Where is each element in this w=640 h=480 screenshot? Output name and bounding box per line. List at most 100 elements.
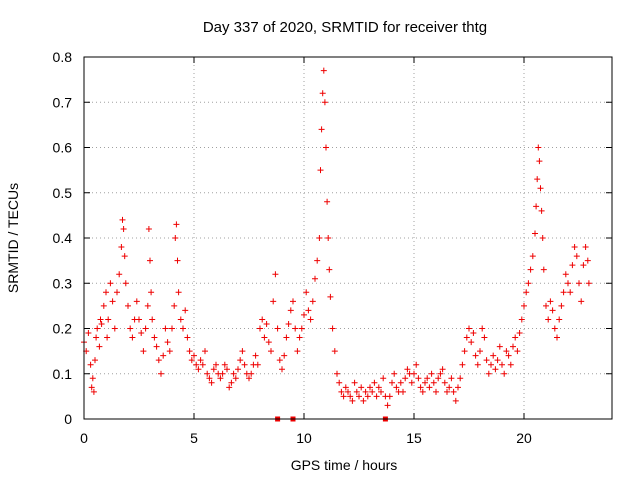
- data-point: [188, 357, 195, 364]
- data-point: [580, 262, 587, 269]
- data-point: [400, 388, 406, 395]
- data-point: [127, 325, 134, 332]
- data-point: [147, 257, 153, 264]
- data-point: [213, 361, 219, 368]
- data-point: [281, 352, 288, 359]
- data-point: [182, 307, 189, 314]
- data-point: [430, 379, 437, 386]
- data-point: [239, 348, 246, 355]
- data-point: [202, 348, 208, 355]
- data-point: [404, 366, 411, 373]
- data-point: [393, 384, 400, 391]
- data-point: [174, 257, 181, 264]
- data-point: [129, 334, 136, 341]
- data-point: [303, 289, 310, 296]
- data-point: [133, 298, 140, 305]
- data-point: [523, 289, 530, 296]
- data-point: [301, 311, 307, 318]
- data-point: [466, 325, 472, 332]
- data-point: [285, 320, 292, 327]
- data-point: [369, 388, 376, 395]
- data-point: [448, 375, 455, 382]
- data-point: [437, 370, 444, 377]
- data-point: [402, 375, 409, 382]
- data-point: [371, 379, 378, 386]
- data-point: [507, 361, 514, 368]
- data-point: [373, 393, 380, 400]
- data-point: [217, 375, 224, 382]
- data-point: [582, 244, 589, 251]
- data-point: [232, 375, 239, 382]
- data-point: [556, 316, 563, 323]
- data-point: [397, 379, 404, 386]
- data-point: [338, 388, 345, 395]
- data-point: [180, 325, 186, 332]
- data-point: [529, 253, 536, 260]
- data-point: [472, 352, 479, 359]
- data-point: [169, 325, 175, 332]
- data-point: [362, 388, 369, 395]
- data-point: [470, 330, 477, 337]
- data-point: [158, 370, 164, 377]
- data-point: [503, 348, 510, 355]
- data-point: [164, 339, 171, 346]
- data-point: [279, 366, 285, 373]
- data-point: [221, 361, 228, 368]
- data-point: [155, 357, 162, 364]
- data-point: [316, 235, 323, 241]
- data-point: [558, 302, 565, 309]
- data-point: [270, 298, 277, 305]
- data-point: [283, 334, 290, 341]
- data-point: [177, 316, 184, 323]
- y-tick-label: 0.2: [53, 321, 73, 337]
- data-point: [226, 384, 233, 391]
- data-point: [103, 289, 109, 296]
- data-point: [554, 334, 560, 341]
- data-point: [140, 348, 147, 355]
- data-point: [477, 348, 483, 355]
- data-point: [296, 334, 303, 341]
- data-point: [120, 225, 127, 232]
- data-point: [496, 343, 503, 350]
- data-point: [565, 280, 571, 287]
- data-point: [479, 325, 486, 332]
- data-point: [408, 379, 415, 386]
- data-point: [160, 352, 167, 359]
- data-point: [417, 384, 424, 391]
- data-point: [105, 316, 112, 323]
- x-tick-label: 20: [516, 430, 532, 446]
- data-point: [307, 316, 314, 323]
- data-point: [148, 289, 155, 296]
- data-point: [329, 325, 336, 332]
- data-point: [351, 379, 358, 386]
- data-point: [391, 370, 398, 377]
- data-point: [173, 221, 180, 228]
- data-point: [252, 352, 259, 359]
- data-point: [138, 330, 145, 337]
- data-point: [424, 375, 431, 382]
- data-point: [342, 384, 349, 391]
- data-point: [527, 266, 534, 273]
- data-point: [325, 235, 332, 241]
- data-point: [452, 397, 459, 404]
- data-point: [104, 334, 111, 341]
- data-point: [92, 357, 98, 364]
- data-point: [317, 167, 324, 174]
- data-point: [457, 375, 464, 382]
- data-point: [340, 393, 347, 400]
- data-point: [428, 370, 435, 377]
- data-point: [336, 379, 343, 386]
- data-point: [375, 384, 382, 391]
- data-point: [521, 302, 527, 309]
- data-point: [569, 262, 576, 269]
- data-point: [512, 334, 519, 341]
- data-point: [540, 266, 547, 273]
- data-point: [446, 384, 453, 391]
- grid-lines: [84, 57, 612, 419]
- data-point: [380, 375, 387, 382]
- x-tick-label: 0: [80, 430, 88, 446]
- data-point: [331, 348, 338, 355]
- data-point: [318, 126, 325, 133]
- data-point: [193, 361, 200, 368]
- data-point: [268, 348, 274, 355]
